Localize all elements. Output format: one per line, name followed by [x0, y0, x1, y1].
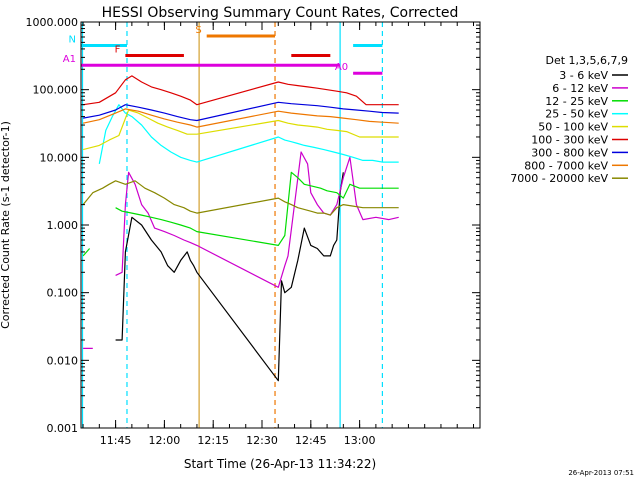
- y-tick-label: 10.000: [40, 151, 79, 164]
- series-line: [82, 109, 399, 151]
- legend-entry-label: 800 - 7000 keV: [524, 159, 608, 172]
- legend-title: Det 1,3,5,6,7,9: [545, 54, 628, 67]
- series-line: [83, 151, 399, 349]
- mode-segment-label: A0: [335, 62, 348, 73]
- mode-segment-label: A1: [63, 54, 76, 65]
- series-line: [82, 108, 399, 128]
- x-tick-label: 12:45: [295, 434, 327, 447]
- legend-entry-label: 7000 - 20000 keV: [510, 172, 608, 185]
- x-tick-label: 12:00: [149, 434, 181, 447]
- mode-segment-label: N: [69, 34, 76, 45]
- legend-entry-label: 50 - 100 keV: [538, 121, 608, 134]
- y-tick-label: 100.000: [33, 84, 79, 97]
- legend-entry-label: 3 - 6 keV: [559, 69, 608, 82]
- plot-layer: N F S A1 A0: [63, 22, 399, 428]
- y-axis-label: Corrected Count Rate (s-1 detector-1): [0, 121, 12, 329]
- legend-entry-label: 100 - 300 keV: [531, 134, 608, 147]
- y-tick-label: 0.010: [47, 354, 79, 367]
- mode-segment-label: F: [115, 44, 121, 55]
- y-tick-label: 1.000: [47, 219, 79, 232]
- y-tick-label: 0.100: [47, 287, 79, 300]
- legend-entry-label: 300 - 800 keV: [531, 146, 608, 159]
- series-line: [82, 101, 399, 122]
- series-line: [98, 104, 399, 165]
- y-axis: 0.001 0.010 0.100 1.000 10.000 100.000 1000.00…: [26, 16, 480, 435]
- legend-entry-label: 12 - 25 keV: [545, 95, 608, 108]
- series-line: [83, 75, 399, 106]
- x-axis-label: Start Time (26-Apr-13 11:34:22): [184, 457, 376, 471]
- legend-entry-label: 6 - 12 keV: [552, 82, 608, 95]
- x-tick-label: 12:30: [246, 434, 278, 447]
- x-axis: 11:45 12:00 12:15 12:30 12:45 13:00: [82, 22, 474, 447]
- series-line: [115, 172, 344, 382]
- x-tick-label: 13:00: [344, 434, 376, 447]
- x-tick-label: 11:45: [100, 434, 132, 447]
- series-line: [82, 171, 399, 257]
- x-tick-label: 12:15: [197, 434, 229, 447]
- series-layer: [82, 75, 399, 382]
- segments-layer: N F S A1 A0: [63, 25, 383, 75]
- series-line: [82, 180, 399, 216]
- y-tick-label: 0.001: [47, 422, 79, 435]
- footer-date: 26-Apr-2013 07:51: [568, 469, 634, 477]
- mode-segment-label: S: [195, 25, 201, 36]
- y-tick-label: 1000.000: [26, 16, 79, 29]
- chart-title: HESSI Observing Summary Count Rates, Cor…: [102, 5, 459, 21]
- legend-entry-label: 25 - 50 keV: [545, 108, 608, 121]
